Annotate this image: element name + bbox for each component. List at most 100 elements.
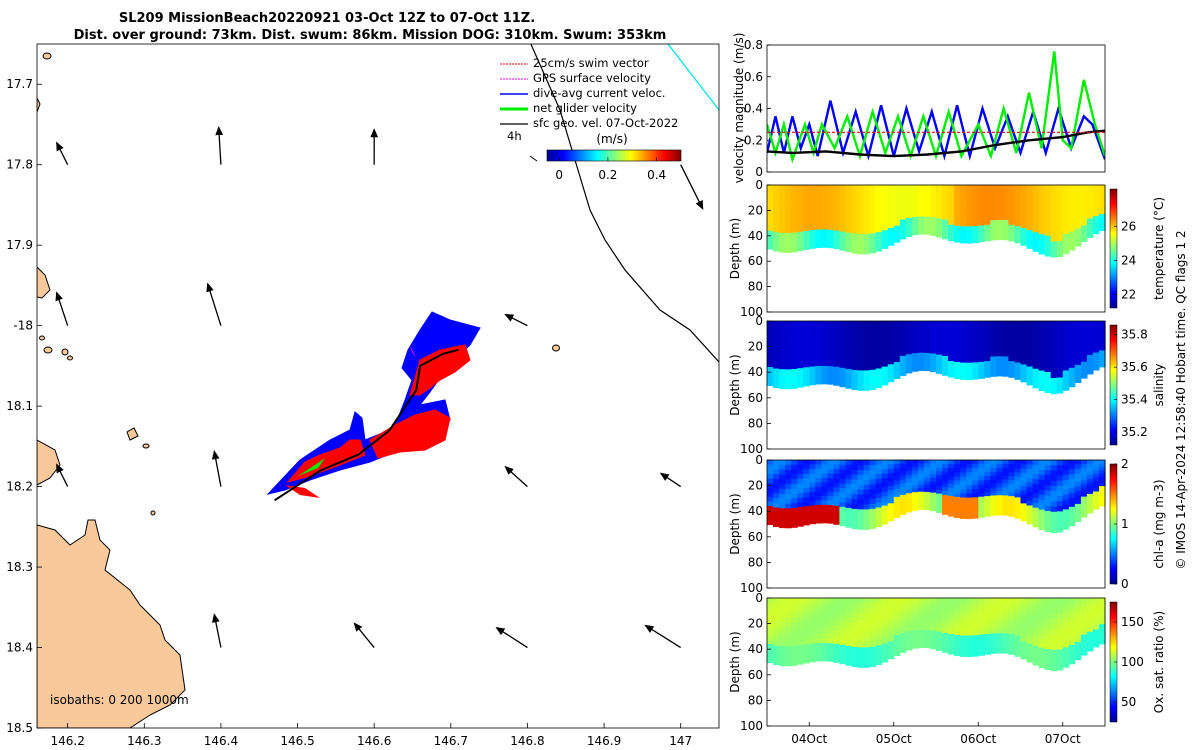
section-cell [984,472,991,477]
section-cell [978,193,985,198]
section-cell [1092,324,1100,329]
section-cell [845,617,853,623]
section-cell [1044,598,1052,604]
section-cell [978,229,985,235]
section-cell [1026,607,1034,613]
section-cell [1032,617,1040,623]
section-cell [942,598,949,603]
section-cell [839,640,846,646]
section-cell [1062,657,1070,663]
section-cell [1086,598,1094,603]
section-cell [960,337,967,343]
section-cell [791,622,798,628]
section-cell [996,499,1003,504]
section-cell [954,370,961,375]
section-cell [809,510,816,516]
section-cell [827,211,834,217]
section-cell [875,340,883,346]
section-cell [893,472,901,477]
section-cell [821,211,828,217]
section-cell [1014,222,1022,227]
section-cell [923,213,931,218]
section-cell [881,194,889,200]
section-cell [984,232,991,238]
section-cell [893,468,901,473]
section-cell [797,460,804,466]
section-cell [936,467,943,472]
section-cell [803,348,810,354]
section-cell [1038,365,1046,372]
section-cell [887,189,895,195]
section-cell [833,460,840,466]
section-cell [857,622,865,629]
section-cell [839,245,846,251]
section-cell [827,625,834,631]
section-cell [905,361,913,366]
section-cell [954,205,961,211]
section-cell [785,194,792,200]
section-cell [911,192,919,197]
legend-label-gps: GPS surface velocity [533,71,651,85]
section-cell [815,374,822,380]
section-cell [936,471,943,476]
section-cell [1074,321,1082,326]
section-cell [881,334,889,340]
section-cell [809,482,816,488]
section-cell [936,328,943,333]
section-cell [978,647,985,652]
section-cell [779,484,786,490]
section-cell [911,470,919,475]
section-cell [966,185,973,190]
section-cell [797,598,804,604]
section-cell [990,356,997,361]
section-cell [839,598,846,604]
section-cell [863,380,871,386]
section-cell [1050,465,1058,471]
section-cell [972,366,979,372]
section-cell [857,239,865,245]
section-cell [1092,463,1100,468]
section-cell [803,353,810,359]
section-cell [863,330,871,337]
section-cell [917,188,925,193]
section-cell [930,630,937,635]
section-cell [1050,460,1058,466]
section-cell [1080,614,1088,619]
section-cell [996,613,1003,619]
section-cell [954,237,961,243]
section-cell [960,205,967,211]
section-cell [1008,228,1015,234]
section-cell [839,492,846,499]
section-cell [972,501,979,507]
section-cell [785,641,792,647]
section-cell [1020,325,1028,331]
section-cell [990,475,997,481]
section-cell [881,207,889,213]
section-cell [821,202,828,208]
section-cell [1002,463,1009,469]
section-cell [911,338,919,344]
section-cell [1074,241,1082,247]
section-cell [803,492,810,498]
section-cell [1068,208,1076,214]
section-cell [857,662,865,668]
section-cell [1020,240,1028,246]
section-cell [1086,478,1094,484]
section-cell [936,188,943,193]
section-cell [785,646,792,652]
section-colorbar [1109,324,1118,446]
section-cell [1002,192,1009,198]
section-cell [1074,473,1082,479]
section-cell [839,516,846,522]
section-cell [1044,638,1052,645]
section-cell [857,214,865,220]
section-cell [809,348,816,354]
section-cell [948,618,955,623]
section-cell [978,209,985,214]
section-cell [1020,512,1028,517]
section-cell [1080,480,1088,486]
section-cell [966,489,973,494]
section-cell [960,464,967,469]
section-cell [960,358,967,364]
section-cell [1092,335,1100,340]
